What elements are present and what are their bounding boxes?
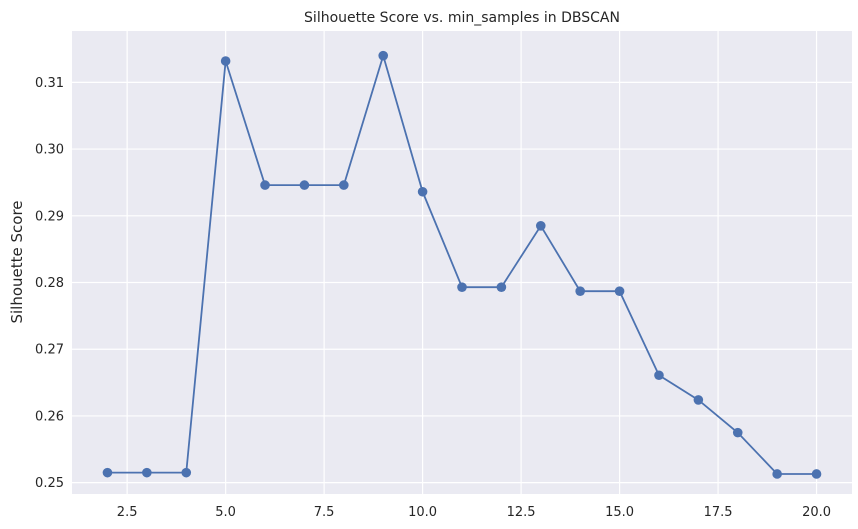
series-markers xyxy=(102,50,822,479)
data-point xyxy=(732,427,743,438)
data-point xyxy=(220,56,231,66)
chart-title: Silhouette Score vs. min_samples in DBSC… xyxy=(304,10,620,26)
x-tick-label: 5.0 xyxy=(215,505,236,520)
data-point xyxy=(339,180,349,190)
data-point xyxy=(811,469,822,479)
data-point xyxy=(614,286,625,296)
y-tick-label: 0.28 xyxy=(35,276,64,291)
data-point xyxy=(772,469,782,479)
data-point xyxy=(181,467,192,478)
x-tick-label: 17.5 xyxy=(704,505,733,520)
data-point xyxy=(417,186,428,197)
x-tick-label: 15.0 xyxy=(605,505,634,520)
x-tick-label: 10.0 xyxy=(408,505,437,520)
x-tick-label: 7.5 xyxy=(314,505,335,520)
y-tick-label: 0.27 xyxy=(35,343,64,358)
data-point xyxy=(299,180,310,190)
data-point xyxy=(260,180,270,190)
data-point xyxy=(457,282,467,292)
data-point xyxy=(142,467,152,478)
y-tick-label: 0.29 xyxy=(35,209,64,224)
data-point xyxy=(496,282,507,292)
x-tick-labels: 2.5 5.0 7.5 10.0 12.5 15.0 17.5 20.0 xyxy=(117,505,831,520)
plot-background xyxy=(72,31,852,494)
data-point xyxy=(102,467,113,478)
y-tick-label: 0.26 xyxy=(35,409,64,424)
x-tick-label: 12.5 xyxy=(507,505,536,520)
data-point xyxy=(693,395,704,405)
y-tick-label: 0.31 xyxy=(35,76,64,91)
y-axis-label: Silhouette Score xyxy=(8,200,26,323)
y-tick-label: 0.30 xyxy=(35,143,64,158)
y-tick-label: 0.25 xyxy=(35,476,64,491)
x-tick-label: 2.5 xyxy=(117,505,138,520)
grid-lines xyxy=(72,31,852,494)
data-point xyxy=(378,50,389,61)
x-tick-label: 20.0 xyxy=(802,505,831,520)
data-point xyxy=(575,286,585,296)
y-tick-labels: 0.25 0.26 0.27 0.28 0.29 0.30 0.31 xyxy=(35,76,64,491)
data-point xyxy=(654,370,664,381)
data-point xyxy=(535,221,546,231)
